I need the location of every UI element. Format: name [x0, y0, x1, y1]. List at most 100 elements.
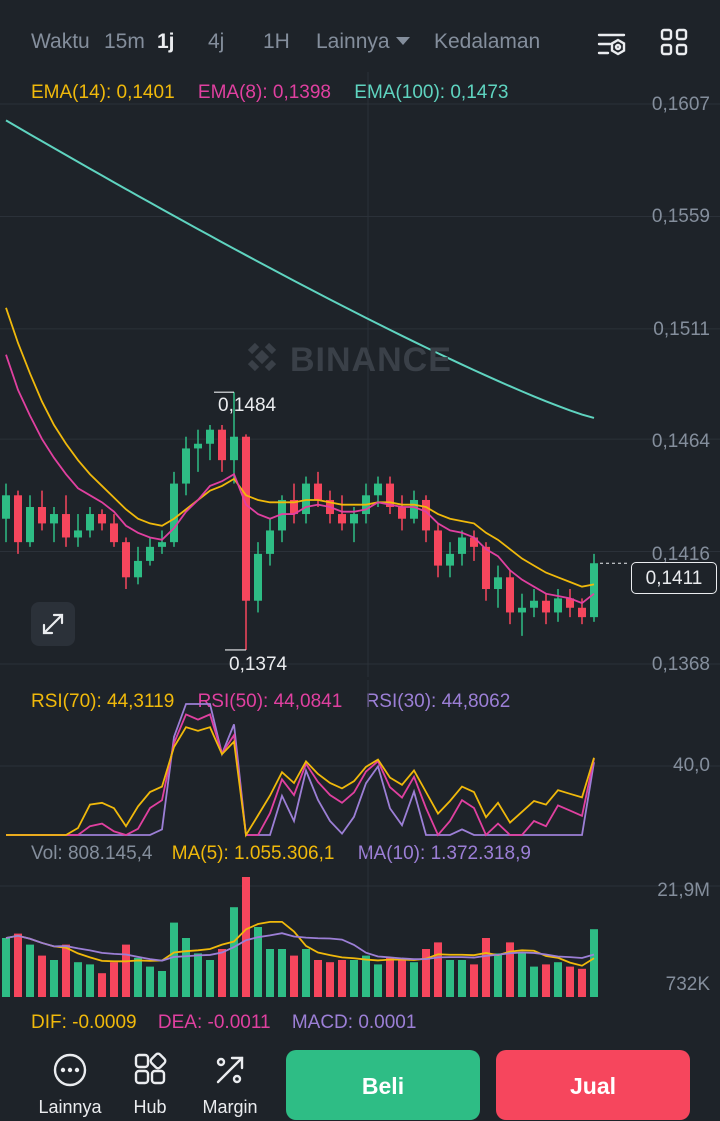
volume-bar: [518, 953, 526, 997]
depth-tab[interactable]: Kedalaman: [434, 30, 541, 53]
candle-body: [398, 507, 406, 519]
volume-bar: [350, 960, 358, 997]
candle-body: [2, 495, 10, 519]
candle-body: [338, 514, 346, 524]
watermark-text: BINANCE: [290, 341, 452, 379]
candle: [182, 436, 190, 496]
volume-bar: [122, 944, 130, 997]
price-chart[interactable]: [0, 72, 720, 677]
candle-body: [98, 514, 106, 524]
margin-button[interactable]: Margin: [190, 1040, 270, 1118]
binance-watermark: BINANCE: [240, 335, 452, 380]
candle-body: [254, 553, 262, 601]
margin-label: Margin: [202, 1097, 258, 1117]
more-menu-label: Lainnya: [38, 1097, 102, 1117]
macd-dif-value: DIF: -0.0009: [31, 1012, 137, 1033]
rsi50-value: RSI(50): 44,0841: [197, 691, 343, 712]
candle-body: [230, 436, 238, 461]
candle: [122, 537, 130, 590]
volume-bar: [326, 962, 334, 997]
volume-ma10-value: MA(10): 1.372.318,9: [357, 843, 531, 864]
rsi-chart: [0, 680, 720, 840]
candle-body: [470, 537, 478, 547]
candle-body: [158, 542, 166, 547]
volume-ma5-value: MA(5): 1.055.306,1: [171, 843, 335, 864]
candle-body: [14, 495, 22, 543]
volume-bar: [134, 957, 142, 997]
volume-bar: [386, 957, 394, 997]
volume-bar: [290, 955, 298, 997]
volume-bar: [506, 942, 514, 997]
candle-body: [446, 553, 454, 566]
volume-bar: [278, 949, 286, 997]
volume-legend: Vol: 808.145,4 MA(5): 1.055.306,1 MA(10)…: [31, 843, 531, 865]
candle: [422, 495, 430, 543]
candle: [482, 542, 490, 601]
buy-button[interactable]: Beli: [286, 1050, 480, 1120]
hub-button[interactable]: Hub: [110, 1040, 190, 1118]
macd-legend: DIF: -0.0009 DEA: -0.0011 MACD: 0.0001: [31, 1012, 416, 1034]
candle: [446, 542, 454, 578]
candle: [434, 523, 442, 578]
volume-bar: [554, 962, 562, 997]
candle: [158, 530, 166, 554]
price-axis-label: 0,1511: [653, 319, 710, 340]
interval-15m[interactable]: 15m: [104, 30, 145, 53]
candle: [350, 507, 358, 543]
volume-bar: [230, 907, 238, 997]
volume-bar: [146, 966, 154, 997]
volume-bar: [446, 960, 454, 997]
candle: [74, 514, 82, 547]
volume-bar: [410, 962, 418, 997]
volume-bar: [542, 964, 550, 997]
high-price-label: 0,1484: [218, 395, 277, 416]
candle-body: [278, 499, 286, 531]
interval-1j[interactable]: 1j: [157, 30, 175, 53]
candle: [470, 530, 478, 561]
current-price-tag: 0,1411: [631, 562, 717, 594]
grid-layout-icon[interactable]: [660, 28, 688, 56]
candle: [518, 593, 526, 636]
sell-button[interactable]: Jual: [496, 1050, 690, 1120]
price-axis-label: 0,1368: [651, 654, 710, 675]
volume-bar: [434, 942, 442, 997]
candle: [26, 495, 34, 547]
interval-1h[interactable]: 1H: [263, 30, 290, 53]
candle: [290, 483, 298, 524]
more-menu-button[interactable]: Lainnya: [30, 1040, 110, 1118]
price-axis-label: 0,1607: [651, 94, 710, 115]
binance-logo-icon: [247, 342, 277, 372]
candle: [194, 429, 202, 472]
candle: [50, 507, 58, 543]
volume-bar: [182, 938, 190, 997]
volume-bar: [398, 960, 406, 997]
rsi70-value: RSI(70): 44,3119: [31, 691, 175, 712]
candle: [230, 392, 238, 484]
candle-body: [146, 546, 154, 561]
candle: [242, 434, 250, 650]
candle: [206, 425, 214, 461]
candle: [266, 518, 274, 566]
candle-body: [518, 607, 526, 613]
time-label[interactable]: Waktu: [31, 30, 90, 53]
interval-4j[interactable]: 4j: [208, 30, 225, 53]
candle: [38, 490, 46, 531]
candle: [494, 565, 502, 608]
volume-bar: [422, 949, 430, 997]
candle: [554, 589, 562, 622]
candle: [14, 490, 22, 554]
expand-chart-button[interactable]: [31, 602, 75, 646]
volume-ma10-line: [5, 932, 595, 962]
volume-bar: [578, 968, 586, 997]
ema8-line: [5, 354, 595, 605]
margin-icon: [216, 1056, 244, 1084]
volume-bar: [110, 962, 118, 997]
more-intervals-dropdown[interactable]: Lainnya: [316, 30, 410, 54]
volume-ma5-line: [5, 920, 595, 967]
price-axis-label: 0,1559: [651, 206, 710, 227]
more-dots-icon: [53, 1053, 87, 1087]
volume-axis-label: 732K: [665, 974, 710, 995]
indicator-settings-icon[interactable]: [597, 30, 627, 58]
volume-bar: [218, 949, 226, 997]
timeframe-toolbar: Waktu 15m 1j 4j 1H Lainnya Kedalaman: [0, 0, 720, 84]
